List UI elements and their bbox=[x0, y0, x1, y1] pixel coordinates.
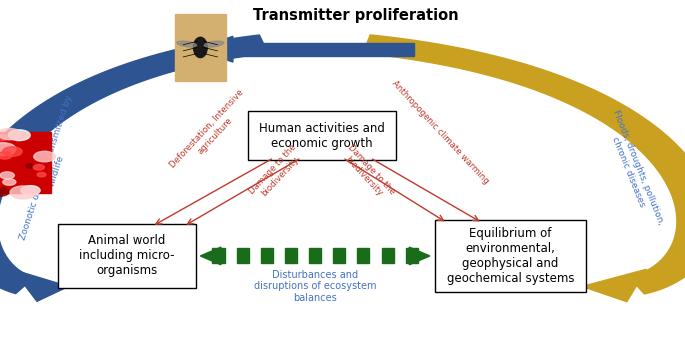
Polygon shape bbox=[309, 248, 321, 263]
Polygon shape bbox=[409, 247, 430, 265]
Ellipse shape bbox=[193, 37, 207, 58]
Polygon shape bbox=[382, 248, 394, 263]
Circle shape bbox=[0, 187, 9, 196]
Text: Anthropogenic climate warming: Anthropogenic climate warming bbox=[390, 79, 491, 186]
Polygon shape bbox=[175, 14, 226, 81]
Circle shape bbox=[3, 179, 16, 185]
Polygon shape bbox=[362, 35, 685, 294]
Polygon shape bbox=[212, 248, 225, 263]
FancyBboxPatch shape bbox=[58, 224, 196, 288]
Polygon shape bbox=[200, 247, 221, 265]
Circle shape bbox=[34, 164, 45, 170]
Circle shape bbox=[10, 186, 36, 199]
Text: Damage to the
biodiversity: Damage to the biodiversity bbox=[338, 142, 397, 203]
Polygon shape bbox=[0, 35, 268, 294]
Circle shape bbox=[0, 135, 8, 141]
Text: Zoonotic diseases transmitted by
wildlife: Zoonotic diseases transmitted by wildlif… bbox=[18, 94, 84, 245]
Text: Disturbances and
disruptions of ecosystem
balances: Disturbances and disruptions of ecosyste… bbox=[254, 270, 376, 303]
Circle shape bbox=[0, 128, 21, 140]
Text: Deforestation, Intensive
agriculture: Deforestation, Intensive agriculture bbox=[169, 88, 253, 177]
Ellipse shape bbox=[177, 41, 197, 47]
Circle shape bbox=[26, 164, 35, 168]
Polygon shape bbox=[226, 43, 414, 56]
Polygon shape bbox=[261, 248, 273, 263]
Text: Animal world
including micro-
organisms: Animal world including micro- organisms bbox=[79, 235, 175, 277]
Text: Damage to the
biodiversity: Damage to the biodiversity bbox=[247, 142, 306, 203]
Circle shape bbox=[0, 172, 14, 179]
Polygon shape bbox=[358, 248, 369, 263]
Circle shape bbox=[8, 130, 30, 141]
Circle shape bbox=[34, 151, 55, 162]
Circle shape bbox=[0, 152, 12, 159]
Text: Floods, droughts, pollution,
chronic diseases: Floods, droughts, pollution, chronic dis… bbox=[601, 109, 666, 230]
Text: Equilibrium of
environmental,
geophysical and
geochemical systems: Equilibrium of environmental, geophysica… bbox=[447, 227, 574, 285]
Polygon shape bbox=[13, 270, 68, 301]
Polygon shape bbox=[285, 248, 297, 263]
Polygon shape bbox=[406, 248, 418, 263]
Polygon shape bbox=[236, 248, 249, 263]
Polygon shape bbox=[195, 36, 233, 62]
Polygon shape bbox=[333, 248, 345, 263]
Polygon shape bbox=[0, 132, 51, 193]
Text: Human activities and
economic growth: Human activities and economic growth bbox=[259, 122, 385, 149]
Circle shape bbox=[21, 186, 40, 195]
Text: Transmitter proliferation: Transmitter proliferation bbox=[253, 8, 459, 23]
FancyBboxPatch shape bbox=[434, 220, 586, 292]
Circle shape bbox=[0, 143, 16, 156]
Polygon shape bbox=[582, 269, 647, 302]
Circle shape bbox=[3, 147, 22, 156]
Ellipse shape bbox=[204, 41, 224, 47]
Circle shape bbox=[37, 173, 46, 177]
FancyBboxPatch shape bbox=[248, 111, 396, 160]
